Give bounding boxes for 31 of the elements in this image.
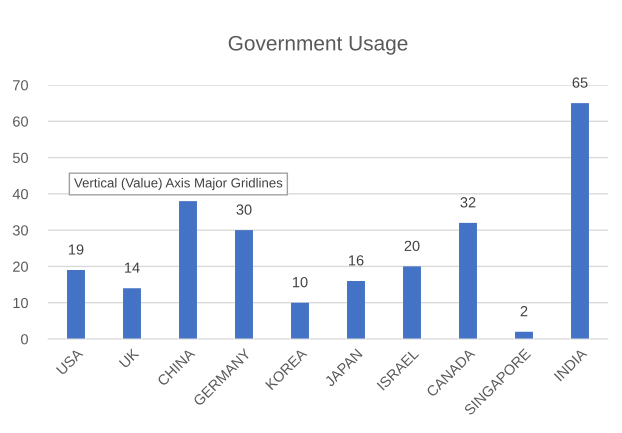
y-tick-label: 70 xyxy=(13,80,28,90)
bar xyxy=(123,288,141,339)
y-tick-label: 10 xyxy=(13,298,28,308)
annotation: Vertical (Value) Axis Major Gridlines xyxy=(74,178,282,190)
bar xyxy=(347,280,365,339)
y-tick-label: 30 xyxy=(12,225,28,236)
y-tick-label: 50 xyxy=(12,152,28,163)
data-label: 30 xyxy=(236,204,252,215)
x-tick-label: USA xyxy=(56,348,84,376)
data-label: 65 xyxy=(572,77,588,88)
data-label: 14 xyxy=(125,262,140,273)
bar xyxy=(403,266,421,339)
data-label: 2 xyxy=(520,306,528,316)
bar xyxy=(291,302,309,339)
bar xyxy=(571,103,589,339)
bar xyxy=(179,201,197,339)
data-label: 10 xyxy=(293,277,308,288)
y-tick-label: 0 xyxy=(21,334,28,344)
chart-title: Government Usage xyxy=(228,36,408,55)
data-label: 19 xyxy=(69,244,84,255)
bar xyxy=(515,332,533,339)
y-tick-label: 20 xyxy=(13,262,28,272)
x-tick-label: UK xyxy=(118,348,140,368)
data-label: 16 xyxy=(349,255,364,266)
bar xyxy=(235,230,253,339)
bar xyxy=(459,222,477,339)
data-label: 20 xyxy=(404,240,420,252)
y-tick-label: 40 xyxy=(12,188,28,200)
data-label: 32 xyxy=(460,197,476,208)
bar xyxy=(67,270,85,339)
y-tick-label: 60 xyxy=(13,116,28,127)
